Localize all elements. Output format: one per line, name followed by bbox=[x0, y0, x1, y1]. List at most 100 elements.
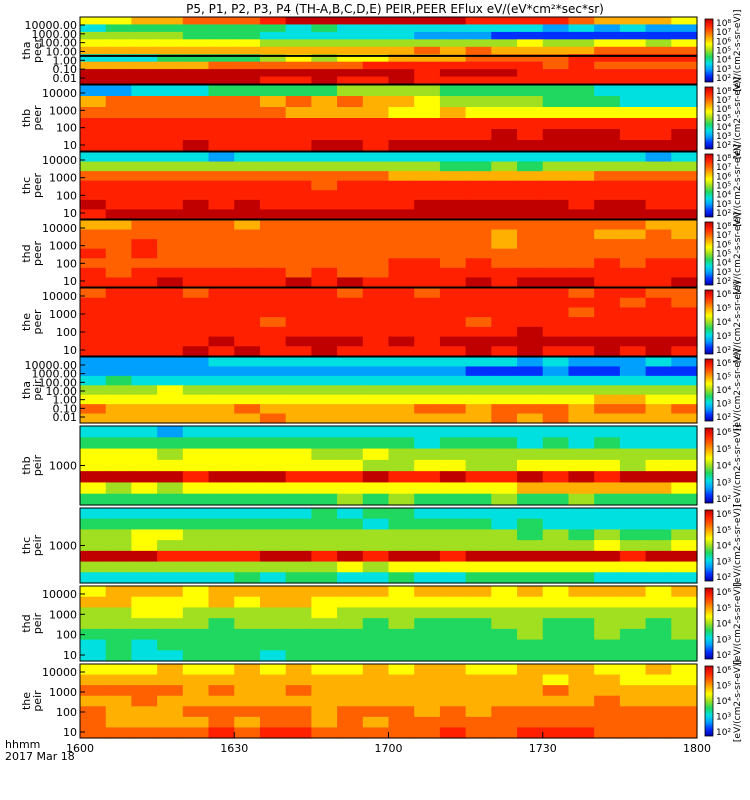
y-tick-label: 10000 bbox=[42, 666, 77, 679]
heatmap-cell bbox=[619, 572, 647, 584]
heatmap-cell bbox=[542, 61, 570, 70]
heatmap-cell bbox=[491, 375, 518, 386]
y-axis-label: thc bbox=[20, 537, 33, 554]
heatmap-cell bbox=[491, 727, 518, 739]
heatmap-cell bbox=[671, 239, 698, 250]
heatmap-cell bbox=[362, 426, 390, 438]
heatmap-cell bbox=[542, 199, 570, 211]
heatmap-cell bbox=[542, 346, 570, 357]
heatmap-cell bbox=[491, 572, 518, 584]
heatmap-cell bbox=[671, 336, 698, 347]
heatmap-cell bbox=[362, 628, 390, 641]
heatmap-cell bbox=[619, 493, 647, 506]
heatmap-cell bbox=[517, 220, 544, 231]
heatmap-cell bbox=[645, 24, 672, 33]
heatmap-cell bbox=[645, 413, 672, 424]
heatmap-cell bbox=[594, 706, 621, 718]
heatmap-cell bbox=[619, 107, 647, 119]
heatmap-cell bbox=[80, 61, 107, 70]
heatmap-cell bbox=[105, 277, 133, 288]
y-tick-label: 100 bbox=[56, 326, 77, 339]
heatmap-cell bbox=[619, 674, 647, 686]
heatmap-cell bbox=[645, 375, 672, 386]
heatmap-cell bbox=[388, 297, 415, 309]
heatmap-cell bbox=[80, 508, 107, 520]
heatmap-cell bbox=[362, 107, 390, 119]
heatmap-cell bbox=[491, 85, 518, 97]
heatmap-cell bbox=[259, 437, 287, 450]
heatmap-cell bbox=[388, 540, 415, 552]
heatmap-cell bbox=[388, 550, 415, 563]
heatmap-cell bbox=[619, 426, 647, 438]
heatmap-cell bbox=[182, 277, 210, 288]
heatmap-cell bbox=[337, 685, 364, 697]
heatmap-cell bbox=[259, 508, 287, 520]
heatmap-cell bbox=[568, 628, 595, 641]
heatmap-cell bbox=[259, 375, 287, 386]
heatmap-cell bbox=[465, 54, 492, 63]
date-label: 2017 Mar 18 bbox=[5, 750, 75, 763]
y-tick-label: 100 bbox=[56, 257, 77, 270]
heatmap-cell bbox=[362, 607, 390, 619]
heatmap-cell bbox=[542, 448, 570, 461]
heatmap-cell bbox=[491, 706, 518, 718]
heatmap-cell bbox=[645, 61, 672, 70]
heatmap-cell bbox=[362, 96, 390, 108]
heatmap-cell bbox=[234, 190, 261, 201]
heatmap-cell bbox=[465, 336, 492, 347]
heatmap-cell bbox=[645, 618, 672, 630]
heatmap-cell bbox=[337, 54, 364, 63]
heatmap-cell bbox=[517, 31, 544, 40]
heatmap-cell bbox=[182, 129, 210, 141]
colorbar bbox=[704, 665, 714, 737]
y-tick-label: 1000 bbox=[49, 308, 77, 321]
heatmap-cell bbox=[234, 518, 261, 531]
colorbar-tick-label: 10⁸ bbox=[716, 154, 731, 164]
heatmap-cell bbox=[208, 17, 235, 26]
heatmap-cell bbox=[337, 118, 364, 130]
heatmap-cell bbox=[465, 596, 492, 609]
heatmap-cell bbox=[465, 385, 492, 396]
heatmap-cell bbox=[645, 639, 672, 651]
heatmap-cell bbox=[182, 529, 210, 541]
heatmap-cell bbox=[465, 482, 492, 495]
heatmap-cell bbox=[208, 85, 235, 97]
y-tick-label: 1000.00 bbox=[32, 28, 78, 41]
heatmap-cell bbox=[157, 336, 184, 347]
heatmap-cell bbox=[362, 258, 390, 269]
heatmap-cell bbox=[208, 550, 235, 563]
x-tick-label: 1800 bbox=[683, 742, 711, 755]
heatmap-cell bbox=[285, 239, 312, 250]
y-tick-label: 100 bbox=[56, 189, 77, 202]
heatmap-cell bbox=[157, 85, 184, 97]
heatmap-cell bbox=[311, 190, 338, 201]
heatmap-cell bbox=[182, 199, 210, 211]
heatmap-cell bbox=[362, 171, 390, 182]
heatmap-cell bbox=[619, 239, 647, 250]
heatmap-cell bbox=[337, 199, 364, 211]
heatmap-cell bbox=[645, 288, 672, 299]
colorbar-tick-label: 10⁵ bbox=[716, 114, 731, 124]
heatmap-cell bbox=[645, 518, 672, 531]
heatmap-cell bbox=[388, 664, 415, 676]
heatmap-cell bbox=[259, 493, 287, 506]
y-tick-label: 1000 bbox=[49, 172, 77, 185]
y-axis-label: peir bbox=[31, 690, 44, 712]
heatmap-cell bbox=[285, 317, 312, 328]
heatmap-cell bbox=[671, 404, 698, 415]
heatmap-cell bbox=[311, 529, 338, 541]
heatmap-cell bbox=[259, 140, 287, 152]
heatmap-cell bbox=[517, 695, 544, 707]
heatmap-cell bbox=[465, 220, 492, 231]
heatmap-cell bbox=[619, 508, 647, 520]
colorbar-tick-label: 10³ bbox=[716, 557, 731, 567]
heatmap-cell bbox=[131, 209, 158, 220]
heatmap-cell bbox=[388, 85, 415, 97]
x-tick-label: 1730 bbox=[529, 742, 557, 755]
heatmap-cell bbox=[105, 96, 133, 108]
heatmap-cell bbox=[542, 695, 570, 707]
heatmap-cell bbox=[439, 248, 467, 259]
heatmap-cell bbox=[645, 529, 672, 541]
heatmap-cell bbox=[671, 596, 698, 609]
heatmap-cell bbox=[105, 695, 133, 707]
